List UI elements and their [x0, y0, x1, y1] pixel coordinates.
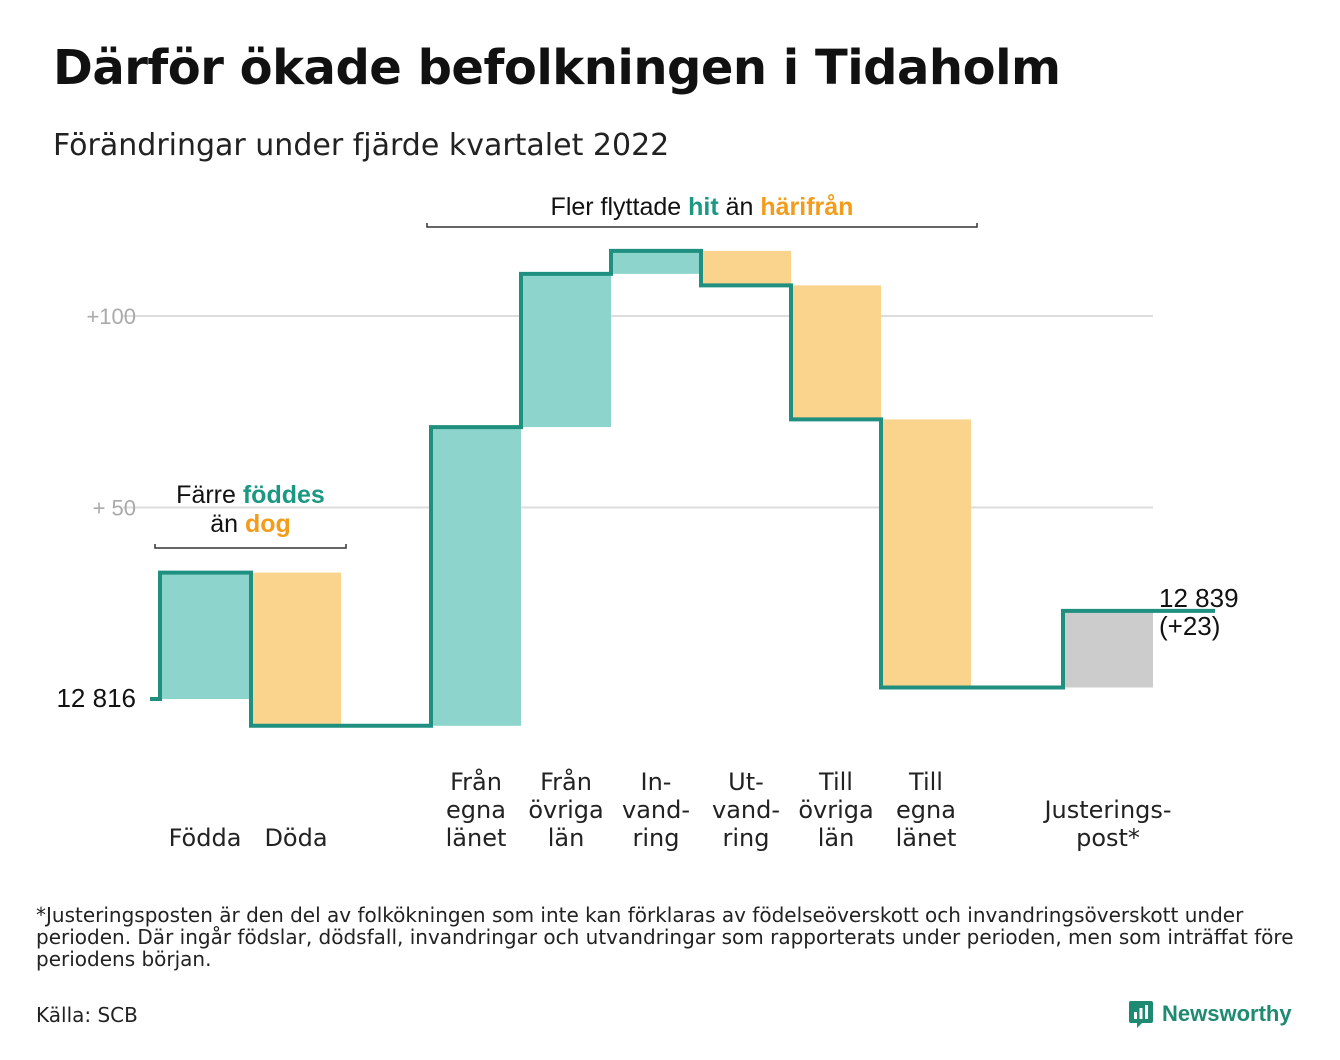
bar — [160, 572, 250, 699]
chart-subtitle: Förändringar under fjärde kvartalet 2022 — [53, 128, 670, 163]
bar — [791, 285, 881, 420]
brand-logo: Newsworthy — [1128, 998, 1292, 1030]
annotation-span: Fler flyttade — [551, 193, 689, 221]
newsworthy-logo-icon — [1129, 1001, 1153, 1028]
annotation-span: föddes — [243, 481, 325, 509]
annotation-span: hit — [688, 193, 719, 221]
chart-title: Därför ökade befolkningen i Tidaholm — [53, 40, 1061, 96]
category-label: Från — [450, 767, 502, 796]
annotation-bracket — [154, 544, 347, 549]
bar — [881, 419, 971, 688]
category-label: In- — [641, 768, 672, 796]
annotation-births-deaths-line1: Färre föddes — [176, 481, 325, 509]
category-label: län — [818, 824, 855, 852]
category-label: Justerings- — [1042, 796, 1171, 824]
footnote: *Justeringsposten är den del av folkökni… — [36, 903, 1294, 971]
category-label: post* — [1076, 824, 1140, 852]
category-label: Födda — [169, 824, 242, 852]
bar — [611, 250, 701, 274]
bar — [1063, 610, 1153, 688]
category-label: Till — [908, 768, 943, 796]
category-label: Ut- — [728, 768, 764, 796]
annotation-span: dog — [245, 510, 291, 538]
annotation-span: än — [719, 193, 761, 221]
annotation-births-deaths-line2: än dog — [210, 510, 291, 538]
annotation-span: härifrån — [760, 193, 853, 221]
brand-name: Newsworthy — [1162, 1001, 1292, 1026]
bar — [251, 572, 341, 726]
category-label: Från — [540, 767, 592, 796]
end-value-label: 12 839 — [1159, 583, 1239, 613]
category-label: vand- — [622, 796, 690, 824]
running-total-line — [150, 248, 1215, 728]
bar — [431, 427, 521, 726]
source-note: Källa: SCB — [36, 1003, 138, 1027]
category-label: länet — [896, 824, 957, 852]
y-tick-label: + 50 — [93, 496, 136, 521]
category-label: ring — [633, 824, 680, 852]
category-label: län — [548, 824, 585, 852]
annotation-bracket — [426, 223, 978, 228]
category-label: vand- — [712, 796, 780, 824]
category-label: Till — [818, 768, 853, 796]
category-label: egna — [446, 796, 506, 824]
annotation-span: än — [210, 510, 245, 538]
bar — [521, 273, 611, 428]
annotation-migration: Fler flyttade hit än härifrån — [551, 193, 854, 221]
start-value-label: 12 816 — [56, 683, 136, 713]
category-label: övriga — [528, 796, 603, 824]
bar — [701, 250, 791, 286]
category-label: länet — [446, 824, 507, 852]
annotation-span: Färre — [176, 481, 243, 509]
y-tick-label: +100 — [86, 304, 136, 329]
category-label: egna — [896, 796, 956, 824]
category-label: ring — [723, 824, 770, 852]
category-label: övriga — [798, 796, 873, 824]
category-label: Döda — [264, 824, 327, 852]
end-change-label: (+23) — [1159, 611, 1220, 641]
